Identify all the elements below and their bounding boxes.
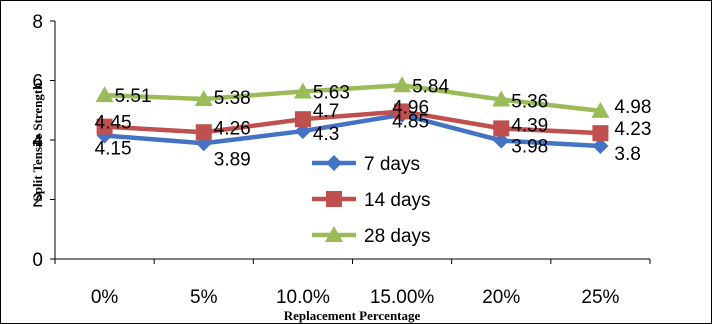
data-label-7-days: 3.8 (614, 144, 640, 165)
x-axis-title: Replacement Percentage (284, 308, 421, 323)
series-line-14-days (104, 109, 601, 136)
x-tick-label: 10.0% (276, 287, 330, 308)
data-label-14-days: 4.45 (95, 113, 132, 134)
data-label-14-days: 4.7 (313, 101, 339, 122)
data-point-14-days (195, 124, 212, 141)
y-tick-label: 8 (32, 12, 43, 33)
legend-marker-14-days (326, 191, 342, 207)
data-label-7-days: 4.85 (392, 112, 429, 133)
x-tick-label: 25% (581, 287, 619, 308)
data-label-28-days: 5.63 (313, 83, 350, 104)
legend-label-14-days: 14 days (364, 190, 431, 211)
data-label-28-days: 5.38 (214, 88, 251, 109)
legend-label-28-days: 28 days (364, 226, 431, 247)
data-point-28-days (293, 82, 312, 99)
data-label-14-days: 4.96 (392, 97, 429, 118)
data-label-7-days: 4.3 (313, 124, 339, 145)
legend-marker-7-days (326, 155, 342, 171)
legend-marker-28-days (325, 226, 343, 242)
data-point-7-days (493, 132, 510, 149)
data-label-7-days: 3.89 (214, 149, 251, 170)
legend-label-7-days: 7 days (364, 154, 420, 175)
data-point-14-days (394, 103, 411, 120)
data-label-28-days: 5.84 (412, 76, 449, 97)
data-label-28-days: 5.36 (511, 92, 548, 113)
data-label-14-days: 4.26 (214, 118, 251, 139)
x-tick-label: 20% (482, 287, 520, 308)
x-tick-label: 15.00% (370, 287, 435, 308)
data-point-28-days (591, 101, 610, 118)
data-label-7-days: 4.15 (95, 139, 132, 160)
y-tick-label: 4 (32, 131, 43, 152)
data-point-28-days (492, 90, 511, 107)
data-point-28-days (194, 89, 213, 106)
x-tick-label: 0% (91, 287, 119, 308)
data-point-14-days (96, 118, 113, 135)
data-point-7-days (592, 137, 609, 154)
data-point-14-days (592, 125, 609, 142)
y-tick-label: 0 (32, 250, 43, 271)
y-axis-title: Split Tensile Strength (30, 82, 45, 202)
data-point-14-days (493, 120, 510, 137)
data-label-14-days: 4.39 (511, 115, 548, 136)
series-line-28-days (104, 83, 601, 114)
series-line-7-days (104, 112, 601, 149)
data-label-7-days: 3.98 (511, 137, 548, 158)
y-tick-label: 2 (32, 191, 43, 212)
data-point-28-days (95, 86, 114, 103)
data-point-28-days (393, 76, 412, 93)
data-point-14-days (294, 111, 311, 128)
y-tick-label: 6 (32, 72, 43, 93)
x-tick-label: 5% (190, 287, 218, 308)
data-label-28-days: 4.98 (614, 97, 651, 118)
data-label-28-days: 5.51 (115, 86, 152, 107)
data-label-14-days: 4.23 (614, 119, 651, 140)
